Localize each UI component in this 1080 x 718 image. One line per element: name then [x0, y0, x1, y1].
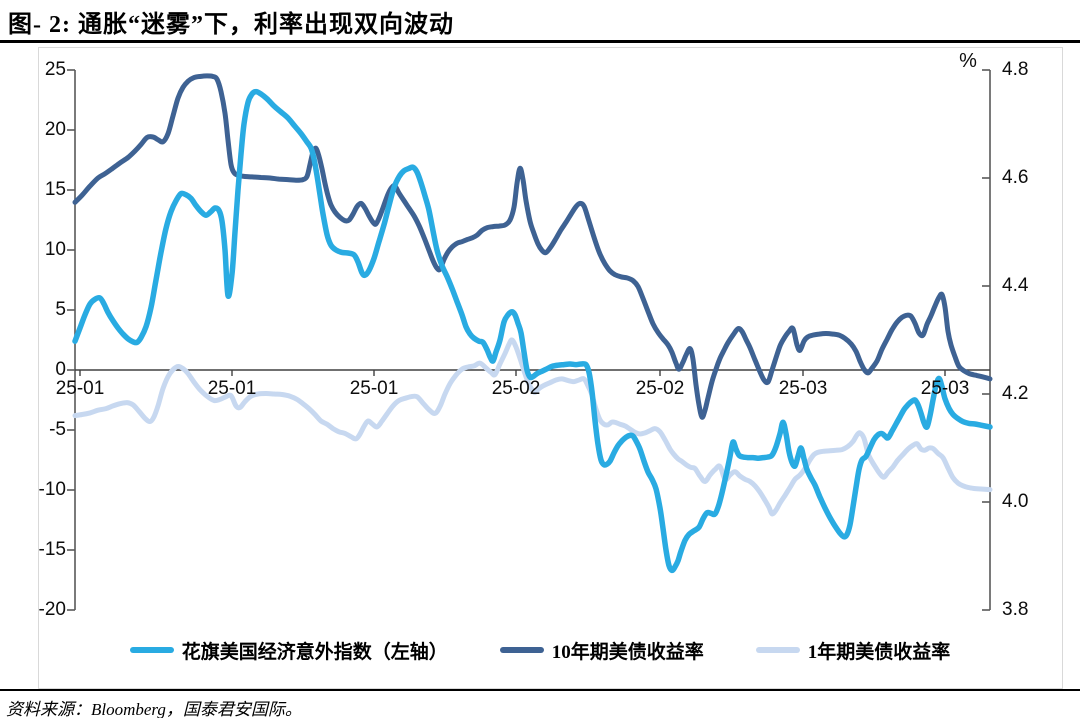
- x-axis-tick-label: 25-02: [491, 378, 541, 399]
- left-axis-tick-label: 20: [44, 119, 66, 140]
- series-line-0: [72, 337, 993, 517]
- right-axis-unit-label: %: [959, 50, 977, 72]
- left-axis-tick-label: 10: [44, 239, 66, 260]
- x-axis-tick-label: 25-02: [635, 378, 685, 399]
- x-axis-tick-label: 25-03: [778, 378, 828, 399]
- legend-label: 花旗美国经济意外指数（左轴）: [181, 641, 448, 663]
- x-axis-tick-label: 25-01: [55, 378, 105, 399]
- source-note: 资料来源：Bloomberg，国泰君安国际。: [6, 700, 302, 718]
- left-axis-tick-label: -5: [49, 419, 66, 440]
- right-axis-tick-label: 3.8: [1002, 599, 1029, 620]
- left-axis-tick-label: 5: [55, 299, 66, 320]
- footer-rule: [0, 689, 1080, 691]
- right-axis-tick-label: 4.2: [1002, 383, 1029, 404]
- right-axis-tick-label: 4.4: [1002, 275, 1029, 296]
- left-axis-tick-label: 0: [55, 359, 66, 380]
- left-axis-tick-label: -10: [38, 479, 66, 500]
- x-axis-tick-label: 25-03: [920, 378, 970, 399]
- page-title: 图- 2: 通胀“迷雾”下，利率出现双向波动: [8, 12, 454, 38]
- chart-legend: 花旗美国经济意外指数（左轴） 10年期美债收益率 1年期美债收益率: [0, 636, 1080, 664]
- legend-item: 1年期美债收益率: [755, 637, 951, 664]
- left-axis-tick-label: 25: [44, 59, 66, 80]
- legend-swatch: [499, 647, 544, 653]
- x-axis-tick-label: 25-01: [207, 378, 257, 399]
- legend-swatch: [755, 647, 800, 653]
- left-axis-tick-label: -15: [38, 539, 66, 560]
- title-rule: [0, 40, 1080, 43]
- series-line-2: [72, 88, 993, 574]
- legend-label: 10年期美债收益率: [551, 641, 704, 663]
- x-axis-tick-label: 25-01: [349, 378, 399, 399]
- legend-item: 花旗美国经济意外指数（左轴）: [129, 637, 448, 664]
- right-axis-tick-label: 4.0: [1002, 491, 1029, 512]
- legend-swatch: [129, 647, 174, 653]
- left-axis-tick-label: 15: [44, 179, 66, 200]
- right-axis-tick-label: 4.8: [1002, 59, 1029, 80]
- right-axis-tick-label: 4.6: [1002, 167, 1029, 188]
- legend-label: 1年期美债收益率: [807, 641, 951, 663]
- left-axis-tick-label: -20: [38, 599, 66, 620]
- legend-item: 10年期美债收益率: [499, 637, 704, 664]
- series-line-1: [72, 73, 993, 420]
